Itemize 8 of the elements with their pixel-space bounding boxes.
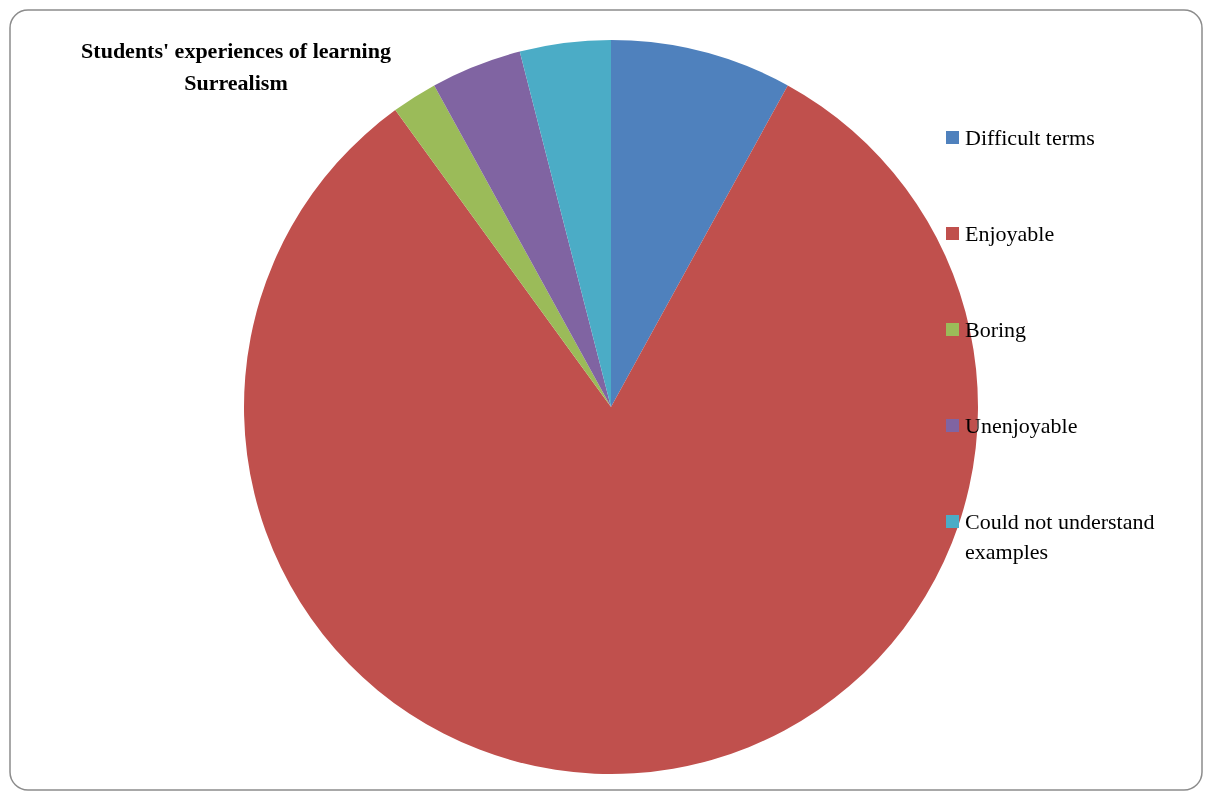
pie-slice [434, 51, 611, 407]
pie-slice [395, 85, 611, 407]
pie-slice [519, 40, 611, 407]
text: Students' experiences of learning Surrealism [81, 38, 391, 95]
legend-label: Enjoyable [965, 221, 1055, 246]
pie-slice [611, 40, 788, 407]
legend-label: Could not understand examples [965, 509, 1155, 564]
legend-label: Difficult terms [965, 125, 1095, 150]
